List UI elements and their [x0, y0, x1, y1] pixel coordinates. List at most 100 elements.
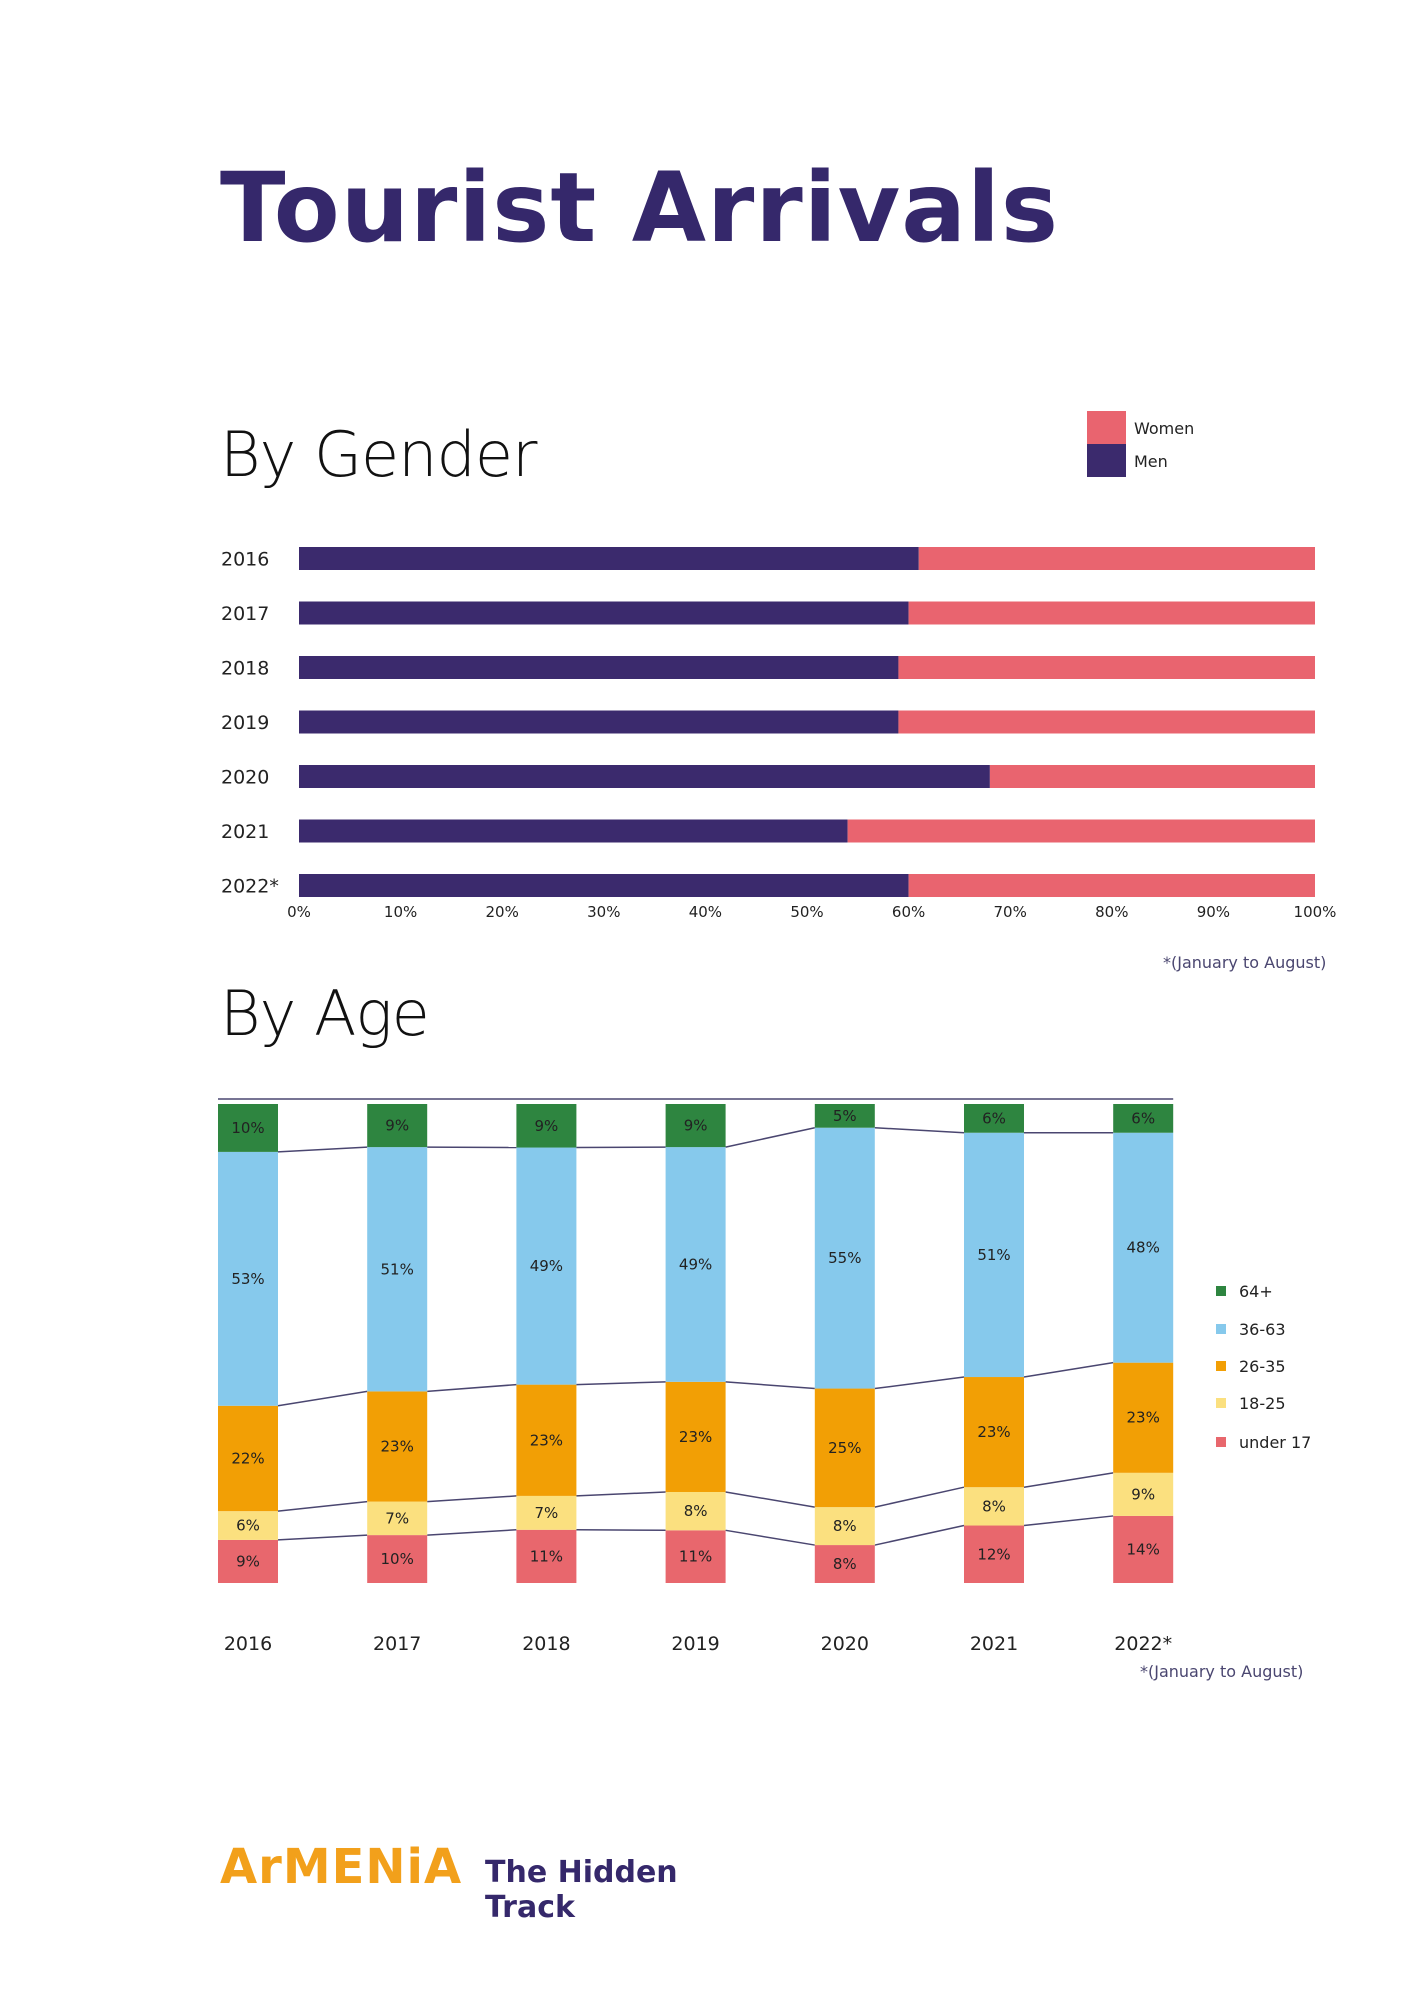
data-label: 51%: [381, 1260, 414, 1278]
connector-line: [874, 1486, 965, 1508]
bar-women: [898, 710, 1315, 734]
data-label: 25%: [828, 1439, 861, 1457]
bar-women: [989, 765, 1315, 788]
year-label: 2016: [221, 549, 269, 571]
data-label: 22%: [231, 1449, 264, 1467]
legend-swatch-36-63: [1216, 1324, 1226, 1334]
connector-line: [576, 1529, 666, 1532]
connector-line: [427, 1495, 517, 1503]
data-label: 7%: [535, 1504, 559, 1522]
x-category-label: 2018: [522, 1633, 570, 1655]
connector-line: [725, 1529, 815, 1546]
bar-segment-under-17: [1113, 1515, 1174, 1583]
connector-line: [1023, 1361, 1114, 1378]
legend-label-36-63: 36-63: [1239, 1320, 1286, 1339]
data-label: 9%: [385, 1117, 409, 1135]
legend-label-men: Men: [1134, 452, 1168, 471]
data-label: 11%: [679, 1548, 712, 1566]
legend-label-26-35: 26-35: [1239, 1357, 1286, 1376]
bar-segment-26-35: [516, 1384, 577, 1496]
bar-segment-64-plus: [814, 1104, 875, 1128]
bar-men: [299, 656, 899, 679]
legend-swatch-under-17: [1216, 1437, 1226, 1447]
data-label: 23%: [381, 1437, 414, 1455]
bar-women: [908, 601, 1315, 625]
x-tick-label: 0%: [287, 903, 311, 921]
bar-segment-under-17: [964, 1525, 1024, 1583]
x-tick-label: 80%: [1095, 903, 1128, 921]
data-label: 10%: [231, 1119, 264, 1137]
x-tick-label: 10%: [384, 903, 417, 921]
gender-footnote: *(January to August): [1163, 953, 1327, 972]
data-label: 51%: [977, 1246, 1010, 1264]
bar-segment-under-17: [516, 1529, 577, 1583]
bar-segment-26-35: [218, 1405, 278, 1512]
bar-women: [847, 819, 1315, 843]
data-label: 49%: [679, 1255, 712, 1273]
age-chart-title: By Age: [220, 977, 430, 1050]
connector-line: [277, 1390, 368, 1407]
bar-men: [299, 765, 990, 788]
connector-line: [874, 1126, 965, 1134]
bar-segment-under-17: [665, 1530, 726, 1583]
bar-segment-64-plus: [516, 1104, 577, 1148]
connector-line: [576, 1381, 666, 1386]
data-label: 8%: [684, 1502, 708, 1520]
data-label: 7%: [385, 1509, 409, 1527]
legend-label-under-17: under 17: [1239, 1433, 1311, 1452]
data-label: 10%: [381, 1550, 414, 1568]
bar-segment-26-35: [1113, 1362, 1174, 1473]
legend-swatch-26-35: [1216, 1361, 1226, 1371]
year-label: 2018: [221, 658, 269, 680]
bar-men: [299, 819, 848, 843]
data-label: 23%: [977, 1423, 1010, 1441]
bar-segment-18-25: [814, 1507, 875, 1546]
legend-swatch-18-25: [1216, 1398, 1226, 1408]
bar-men: [299, 547, 919, 570]
data-label: 11%: [530, 1547, 563, 1565]
connector-line: [725, 1126, 815, 1148]
connector-line: [277, 1500, 368, 1512]
bar-segment-18-25: [1113, 1472, 1174, 1516]
data-label: 8%: [833, 1517, 857, 1535]
gender-chart-title: By Gender: [220, 418, 537, 491]
legend-label-women: Women: [1134, 419, 1194, 438]
x-tick-label: 60%: [892, 903, 925, 921]
bar-segment-18-25: [964, 1487, 1024, 1526]
bar-segment-18-25: [665, 1491, 726, 1531]
data-label: 5%: [833, 1107, 857, 1125]
legend-swatch-women: [1087, 411, 1126, 444]
year-label: 2021: [221, 821, 269, 843]
data-label: 53%: [231, 1270, 264, 1288]
bar-segment-36-63: [1113, 1132, 1174, 1363]
bar-segment-36-63: [964, 1132, 1024, 1378]
connector-line: [427, 1383, 517, 1393]
data-label: 14%: [1127, 1540, 1160, 1558]
bar-segment-26-35: [814, 1388, 875, 1508]
bar-segment-26-35: [665, 1381, 726, 1492]
x-tick-label: 100%: [1294, 903, 1337, 921]
data-label: 55%: [828, 1249, 861, 1267]
connector-line: [725, 1381, 815, 1390]
connector-line: [874, 1524, 965, 1546]
bar-segment-64-plus: [367, 1104, 428, 1148]
bar-men: [299, 710, 899, 734]
year-label: 2022*: [221, 876, 279, 898]
x-category-label: 2020: [821, 1633, 869, 1655]
data-label: 9%: [535, 1117, 559, 1135]
x-category-label: 2016: [224, 1633, 272, 1655]
bar-segment-under-17: [814, 1545, 875, 1583]
data-label: 6%: [1131, 1109, 1155, 1127]
gender-chart: 2016 2017 2018 2019 2020 2021 2022* 0% 10% 20% 30%…: [221, 411, 1337, 921]
bar-segment-36-63: [367, 1147, 428, 1392]
year-label: 2020: [221, 767, 269, 789]
bar-men: [299, 601, 909, 625]
data-label: 23%: [1127, 1409, 1160, 1427]
x-tick-label: 70%: [994, 903, 1027, 921]
bar-women: [918, 547, 1315, 570]
data-label: 8%: [833, 1555, 857, 1573]
x-category-label: 2019: [671, 1633, 719, 1655]
bar-women: [898, 656, 1315, 679]
connector-line: [427, 1529, 517, 1536]
